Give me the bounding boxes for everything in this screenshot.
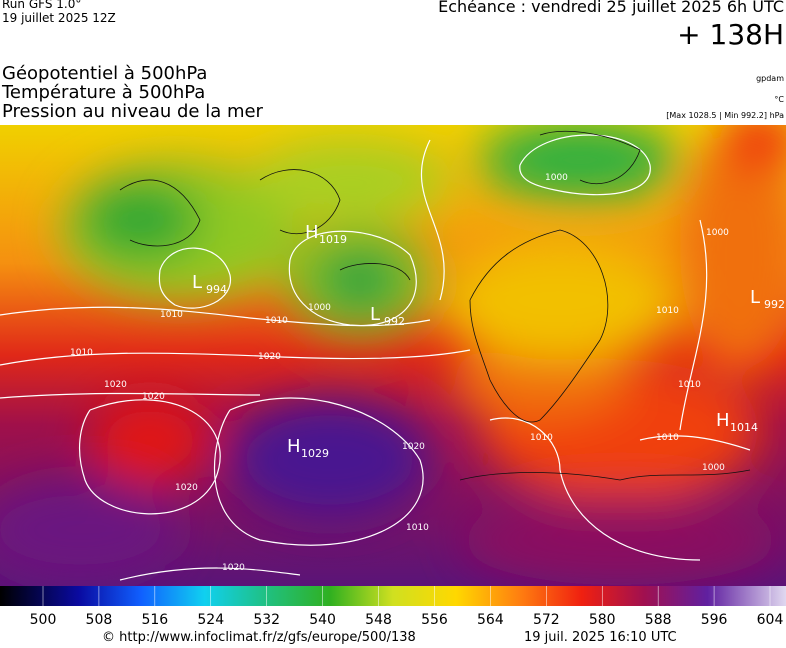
title: Pression au niveau de la mer xyxy=(2,101,263,122)
isobar-label: 1000 xyxy=(545,173,568,183)
colorbar-label: 572 xyxy=(533,612,560,628)
isobar-label: 1000 xyxy=(308,303,331,313)
lead-time: + 138H xyxy=(677,18,784,51)
center-value: 992 xyxy=(384,315,405,328)
isobar-label: 1020 xyxy=(175,483,198,493)
unit: [Max 1028.5 | Min 992.2] hPa xyxy=(666,111,784,120)
isobar-label: 1020 xyxy=(258,352,281,362)
isobar-label: 1010 xyxy=(265,316,288,326)
colorbar-label: 532 xyxy=(253,612,280,628)
center-letter: H xyxy=(287,436,301,457)
run-date: 19 juillet 2025 12Z xyxy=(2,11,116,25)
center-value: 1014 xyxy=(730,421,758,434)
center-letter: L xyxy=(750,287,760,308)
isobar-label: 1020 xyxy=(142,392,165,402)
field xyxy=(0,125,786,586)
center-value: 992 xyxy=(764,298,785,311)
colorbar-label: 508 xyxy=(86,612,113,628)
colorbar-label: 556 xyxy=(421,612,448,628)
colorbar-label: 540 xyxy=(309,612,336,628)
unit: gpdam xyxy=(756,74,784,83)
isobar-label: 1010 xyxy=(160,310,183,320)
center-value: 1029 xyxy=(301,447,329,460)
isobar-label: 1020 xyxy=(402,442,425,452)
colorbar-label: 500 xyxy=(30,612,57,628)
footer-url: © http://www.infoclimat.fr/z/gfs/europe/… xyxy=(102,630,416,645)
unit: °C xyxy=(774,95,784,104)
title: Géopotentiel à 500hPa xyxy=(2,63,208,84)
colorbar-label: 604 xyxy=(757,612,784,628)
center-value: 994 xyxy=(206,283,227,296)
colorbar-label: 548 xyxy=(365,612,392,628)
footer-timestamp: 19 juil. 2025 16:10 UTC xyxy=(524,630,677,645)
isobar-label: 1010 xyxy=(406,523,429,533)
run: Run GFS 1.0° xyxy=(2,0,82,11)
center-letter: L xyxy=(192,272,202,293)
colorbar-label: 580 xyxy=(589,612,616,628)
isobar-label: 1000 xyxy=(702,463,725,473)
isobar-label: 1000 xyxy=(706,228,729,238)
forecast: Échéance : vendredi 25 juillet 2025 6h U… xyxy=(438,0,784,16)
colorbar-label: 596 xyxy=(701,612,728,628)
colorbar-label: 588 xyxy=(645,612,672,628)
title: Température à 500hPa xyxy=(2,82,206,103)
isobar-label: 1010 xyxy=(656,433,679,443)
isobar-label: 1010 xyxy=(70,348,93,358)
isobar-label: 1010 xyxy=(656,306,679,316)
colorbar-label: 564 xyxy=(477,612,504,628)
isobar-label: 1020 xyxy=(222,563,245,573)
colorbar xyxy=(0,586,786,606)
colorbar-label: 516 xyxy=(141,612,168,628)
center-letter: L xyxy=(370,304,380,325)
isobar-label: 1010 xyxy=(678,380,701,390)
isobar-label: 1010 xyxy=(530,433,553,443)
center-letter: H xyxy=(716,410,730,431)
isobar-label: 1020 xyxy=(104,380,127,390)
colorbar-label: 524 xyxy=(197,612,224,628)
center-value: 1019 xyxy=(319,233,347,246)
center-letter: H xyxy=(305,222,319,243)
